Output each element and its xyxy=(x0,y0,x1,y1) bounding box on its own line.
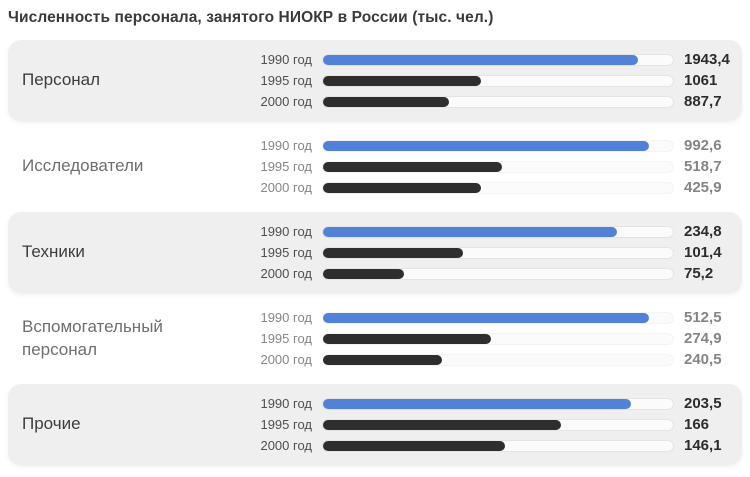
bar-1990 xyxy=(323,54,638,65)
chart-title: Численность персонала, занятого НИОКР в … xyxy=(8,9,494,26)
bar-track xyxy=(323,54,673,65)
bar-row-2000: 2000 год 425,9 xyxy=(208,178,742,197)
group-label: Прочие xyxy=(22,414,81,434)
bar-track xyxy=(323,226,673,237)
bar-rows: 1990 год 1943,4 1995 год 1061 2000 год xyxy=(208,50,742,111)
bar-row-1990: 1990 год 1943,4 xyxy=(208,50,742,69)
bar-1995 xyxy=(323,333,491,344)
bar-1990 xyxy=(323,140,649,151)
bar-row-2000: 2000 год 75,2 xyxy=(208,264,742,283)
group-issledovateli: Исследователи 1990 год 992,6 1995 год 51… xyxy=(8,126,742,207)
bar-1995 xyxy=(323,75,481,86)
value-label: 166 xyxy=(684,416,710,433)
bar-track xyxy=(323,440,673,451)
bar-2000 xyxy=(323,96,449,107)
bar-rows: 1990 год 512,5 1995 год 274,9 2000 год xyxy=(208,308,742,369)
year-label: 1990 год xyxy=(260,224,312,239)
bar-rows: 1990 год 992,6 1995 год 518,7 2000 год xyxy=(208,136,742,197)
group-label: Исследователи xyxy=(22,156,144,176)
bar-row-1990: 1990 год 992,6 xyxy=(208,136,742,155)
bar-row-2000: 2000 год 240,5 xyxy=(208,350,742,369)
value-label: 992,6 xyxy=(684,137,722,154)
group-prochie: Прочие 1990 год 203,5 1995 год 166 xyxy=(8,384,742,465)
year-label: 1995 год xyxy=(260,73,312,88)
value-label: 1943,4 xyxy=(684,51,730,68)
bar-2000 xyxy=(323,182,481,193)
bar-row-1995: 1995 год 166 xyxy=(208,415,742,434)
value-label: 146,1 xyxy=(684,437,722,454)
bar-row-2000: 2000 год 146,1 xyxy=(208,436,742,455)
bar-track xyxy=(323,419,673,430)
group-label: Вспомогательный персонал xyxy=(22,317,163,359)
value-label: 887,7 xyxy=(684,93,722,110)
chart-header: Численность персонала, занятого НИОКР в … xyxy=(8,0,742,40)
value-label: 203,5 xyxy=(684,395,722,412)
year-label: 2000 год xyxy=(260,180,312,195)
bar-track xyxy=(323,161,673,172)
bar-1995 xyxy=(323,247,463,258)
year-label: 2000 год xyxy=(260,352,312,367)
bar-1995 xyxy=(323,419,561,430)
bar-1995 xyxy=(323,161,502,172)
bar-rows: 1990 год 203,5 1995 год 166 2000 год xyxy=(208,394,742,455)
bar-1990 xyxy=(323,226,617,237)
bar-row-1995: 1995 год 101,4 xyxy=(208,243,742,262)
bar-1990 xyxy=(323,398,631,409)
bar-track xyxy=(323,247,673,258)
bar-track xyxy=(323,140,673,151)
bar-track xyxy=(323,354,673,365)
bar-track xyxy=(323,333,673,344)
year-label: 2000 год xyxy=(260,266,312,281)
bar-row-1995: 1995 год 274,9 xyxy=(208,329,742,348)
value-label: 1061 xyxy=(684,72,718,89)
bar-1990 xyxy=(323,312,649,323)
bar-2000 xyxy=(323,268,404,279)
bar-rows: 1990 год 234,8 1995 год 101,4 2000 год xyxy=(208,222,742,283)
year-label: 1995 год xyxy=(260,331,312,346)
bar-track xyxy=(323,75,673,86)
group-vspomogatelny-personal: Вспомогательный персонал 1990 год 512,5 … xyxy=(8,298,742,379)
value-label: 101,4 xyxy=(684,244,722,261)
year-label: 2000 год xyxy=(260,438,312,453)
year-label: 1990 год xyxy=(260,138,312,153)
value-label: 240,5 xyxy=(684,351,722,368)
bar-row-1995: 1995 год 1061 xyxy=(208,71,742,90)
year-label: 1990 год xyxy=(260,396,312,411)
group-label: Персонал xyxy=(22,70,101,90)
bar-track xyxy=(323,312,673,323)
chart-sections: Персонал 1990 год 1943,4 1995 год 1061 xyxy=(8,40,742,465)
group-tekhniki: Техники 1990 год 234,8 1995 год 101,4 xyxy=(8,212,742,293)
bar-track xyxy=(323,96,673,107)
value-label: 512,5 xyxy=(684,309,722,326)
group-label: Техники xyxy=(22,242,85,262)
bar-row-1990: 1990 год 512,5 xyxy=(208,308,742,327)
year-label: 2000 год xyxy=(260,94,312,109)
year-label: 1990 год xyxy=(260,52,312,67)
bar-row-1990: 1990 год 203,5 xyxy=(208,394,742,413)
bar-row-1990: 1990 год 234,8 xyxy=(208,222,742,241)
bar-2000 xyxy=(323,354,442,365)
bar-track xyxy=(323,398,673,409)
group-personal: Персонал 1990 год 1943,4 1995 год 1061 xyxy=(8,40,742,121)
year-label: 1995 год xyxy=(260,159,312,174)
bar-2000 xyxy=(323,440,505,451)
bar-row-1995: 1995 год 518,7 xyxy=(208,157,742,176)
bar-track xyxy=(323,182,673,193)
year-label: 1995 год xyxy=(260,245,312,260)
year-label: 1995 год xyxy=(260,417,312,432)
value-label: 234,8 xyxy=(684,223,722,240)
bar-track xyxy=(323,268,673,279)
year-label: 1990 год xyxy=(260,310,312,325)
value-label: 425,9 xyxy=(684,179,722,196)
value-label: 518,7 xyxy=(684,158,722,175)
value-label: 75,2 xyxy=(684,265,714,282)
value-label: 274,9 xyxy=(684,330,722,347)
bar-row-2000: 2000 год 887,7 xyxy=(208,92,742,111)
